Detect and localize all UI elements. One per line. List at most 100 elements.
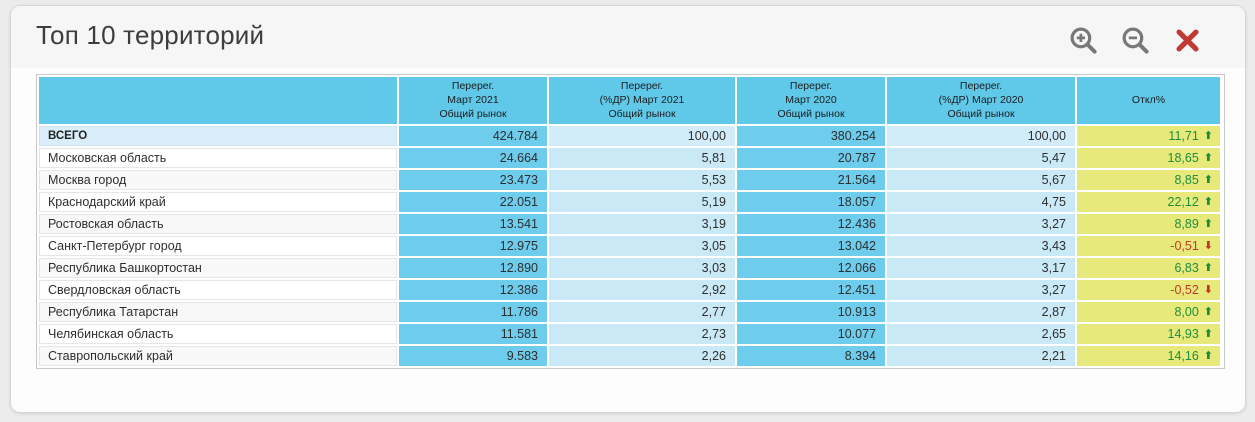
territory-cell[interactable]: Московская область	[39, 147, 397, 168]
table-row: Ставропольский край 9.583 2,26 8.394 2,21 14,…	[39, 345, 1220, 366]
deviation-cell[interactable]: 8,85 ⬆	[1077, 169, 1220, 190]
value-cell[interactable]: 2,26	[549, 345, 735, 366]
table-row: Республика Татарстан 11.786 2,77 10.913 2,87…	[39, 301, 1220, 322]
trend-up-icon: ⬆	[1203, 305, 1213, 318]
column-header[interactable]: Перерег. (%ДР) Март 2021 Общий рынок	[549, 77, 735, 124]
territory-cell[interactable]: Свердловская область	[39, 279, 397, 300]
table-row: ВСЕГО 424.784 100,00 380.254 100,00 11,71 ⬆	[39, 125, 1220, 146]
table-row: Московская область 24.664 5,81 20.787 5,47 18…	[39, 147, 1220, 168]
value-cell[interactable]: 12.386	[399, 279, 547, 300]
deviation-value: 8,89	[1174, 216, 1199, 231]
territory-cell[interactable]: Челябинская область	[39, 323, 397, 344]
value-cell[interactable]: 3,03	[549, 257, 735, 278]
deviation-cell[interactable]: 18,65 ⬆	[1077, 147, 1220, 168]
territory-cell[interactable]: Республика Татарстан	[39, 301, 397, 322]
value-cell[interactable]: 22.051	[399, 191, 547, 212]
value-cell[interactable]: 20.787	[737, 147, 885, 168]
value-cell[interactable]: 3,27	[887, 279, 1075, 300]
column-header[interactable]: Перерег. Март 2020 Общий рынок	[737, 77, 885, 124]
value-cell[interactable]: 100,00	[549, 125, 735, 146]
deviation-value: 8,85	[1174, 172, 1199, 187]
deviation-value: 14,16	[1167, 348, 1199, 363]
table-row: Челябинская область 11.581 2,73 10.077 2,65 1…	[39, 323, 1220, 344]
deviation-cell[interactable]: 8,89 ⬆	[1077, 213, 1220, 234]
zoom-out-button[interactable]	[1119, 27, 1151, 59]
value-cell[interactable]: 8.394	[737, 345, 885, 366]
territory-cell[interactable]: Ростовская область	[39, 213, 397, 234]
value-cell[interactable]: 11.581	[399, 323, 547, 344]
value-cell[interactable]: 3,27	[887, 213, 1075, 234]
deviation-cell[interactable]: -0,52 ⬇	[1077, 279, 1220, 300]
zoom-in-button[interactable]	[1067, 27, 1099, 59]
value-cell[interactable]: 4,75	[887, 191, 1075, 212]
deviation-cell[interactable]: 6,83 ⬆	[1077, 257, 1220, 278]
value-cell[interactable]: 23.473	[399, 169, 547, 190]
value-cell[interactable]: 2,65	[887, 323, 1075, 344]
value-cell[interactable]: 21.564	[737, 169, 885, 190]
trend-up-icon: ⬆	[1203, 173, 1213, 186]
column-header[interactable]: Перерег. Март 2021 Общий рынок	[399, 77, 547, 124]
table-row: Санкт-Петербург город 12.975 3,05 13.042 3,4…	[39, 235, 1220, 256]
column-header[interactable]	[39, 77, 397, 124]
table-row: Ростовская область 13.541 3,19 12.436 3,27 8,…	[39, 213, 1220, 234]
value-cell[interactable]: 2,21	[887, 345, 1075, 366]
territory-cell[interactable]: Москва город	[39, 169, 397, 190]
value-cell[interactable]: 24.664	[399, 147, 547, 168]
territory-cell[interactable]: ВСЕГО	[39, 125, 397, 146]
value-cell[interactable]: 12.890	[399, 257, 547, 278]
value-cell[interactable]: 12.451	[737, 279, 885, 300]
value-cell[interactable]: 10.913	[737, 301, 885, 322]
magnifier-plus-icon	[1068, 25, 1099, 61]
table-row: Свердловская область 12.386 2,92 12.451 3,27…	[39, 279, 1220, 300]
deviation-value: 18,65	[1167, 150, 1199, 165]
value-cell[interactable]: 18.057	[737, 191, 885, 212]
value-cell[interactable]: 3,17	[887, 257, 1075, 278]
value-cell[interactable]: 5,67	[887, 169, 1075, 190]
value-cell[interactable]: 2,87	[887, 301, 1075, 322]
territory-cell[interactable]: Ставропольский край	[39, 345, 397, 366]
column-header[interactable]: Перерег. (%ДР) Март 2020 Общий рынок	[887, 77, 1075, 124]
close-button[interactable]	[1171, 27, 1203, 59]
deviation-cell[interactable]: -0,51 ⬇	[1077, 235, 1220, 256]
value-cell[interactable]: 2,73	[549, 323, 735, 344]
value-cell[interactable]: 3,19	[549, 213, 735, 234]
value-cell[interactable]: 100,00	[887, 125, 1075, 146]
deviation-value: -0,52	[1170, 282, 1199, 297]
value-cell[interactable]: 5,47	[887, 147, 1075, 168]
top10-table: Перерег. Март 2021 Общий рынок Перерег. (%ДР…	[36, 74, 1225, 369]
deviation-cell[interactable]: 8,00 ⬆	[1077, 301, 1220, 322]
column-header[interactable]: Откл%	[1077, 77, 1220, 124]
close-x-icon	[1174, 27, 1201, 59]
deviation-cell[interactable]: 14,93 ⬆	[1077, 323, 1220, 344]
value-cell[interactable]: 9.583	[399, 345, 547, 366]
territory-cell[interactable]: Республика Башкортостан	[39, 257, 397, 278]
value-cell[interactable]: 2,92	[549, 279, 735, 300]
value-cell[interactable]: 3,43	[887, 235, 1075, 256]
value-cell[interactable]: 13.541	[399, 213, 547, 234]
value-cell[interactable]: 11.786	[399, 301, 547, 322]
value-cell[interactable]: 10.077	[737, 323, 885, 344]
table-row: Краснодарский край 22.051 5,19 18.057 4,75 22…	[39, 191, 1220, 212]
deviation-value: -0,51	[1170, 238, 1199, 253]
value-cell[interactable]: 5,53	[549, 169, 735, 190]
deviation-cell[interactable]: 11,71 ⬆	[1077, 125, 1220, 146]
title-band	[11, 6, 1245, 68]
value-cell[interactable]: 12.436	[737, 213, 885, 234]
value-cell[interactable]: 12.066	[737, 257, 885, 278]
value-cell[interactable]: 3,05	[549, 235, 735, 256]
value-cell[interactable]: 5,19	[549, 191, 735, 212]
value-cell[interactable]: 13.042	[737, 235, 885, 256]
territory-cell[interactable]: Краснодарский край	[39, 191, 397, 212]
value-cell[interactable]: 424.784	[399, 125, 547, 146]
value-cell[interactable]: 380.254	[737, 125, 885, 146]
deviation-cell[interactable]: 22,12 ⬆	[1077, 191, 1220, 212]
value-cell[interactable]: 2,77	[549, 301, 735, 322]
trend-down-icon: ⬇	[1203, 239, 1213, 252]
table-row: Москва город 23.473 5,53 21.564 5,67 8,85 ⬆	[39, 169, 1220, 190]
value-cell[interactable]: 5,81	[549, 147, 735, 168]
trend-up-icon: ⬆	[1203, 327, 1213, 340]
trend-up-icon: ⬆	[1203, 129, 1213, 142]
value-cell[interactable]: 12.975	[399, 235, 547, 256]
territory-cell[interactable]: Санкт-Петербург город	[39, 235, 397, 256]
deviation-cell[interactable]: 14,16 ⬆	[1077, 345, 1220, 366]
